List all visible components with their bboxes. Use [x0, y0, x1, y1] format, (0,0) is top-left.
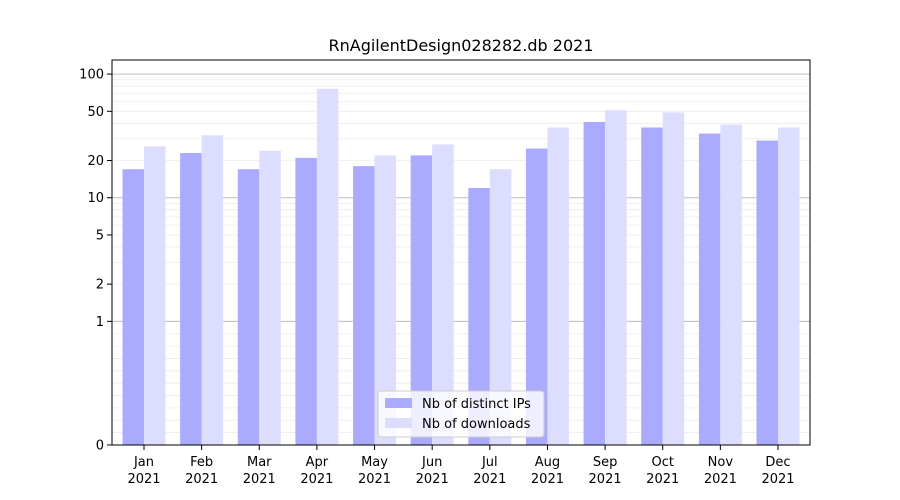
legend-swatch-downloads: [385, 418, 412, 428]
x-axis: Jan 2021 Feb 2021 Mar 2021 Apr 2021 May 2021 Jun 20…: [127, 445, 795, 487]
bar-downloads-jan: [144, 146, 166, 445]
bar-distinct-ips-feb: [180, 153, 202, 445]
x-tick-label-year: 2021: [243, 472, 276, 487]
x-tick-label-month: Apr: [306, 455, 329, 470]
bar-downloads-aug: [547, 127, 569, 446]
bar-distinct-ips-may: [353, 166, 375, 445]
bar-downloads-jul: [489, 169, 512, 445]
x-tick-label-year: 2021: [589, 472, 622, 487]
x-tick-label-month: Jun: [421, 455, 442, 470]
bar-downloads-jun: [432, 144, 454, 445]
y-tick-label: 5: [96, 228, 104, 243]
legend-label-distinct-ips: Nb of distinct IPs: [422, 397, 531, 412]
bar-distinct-ips-mar: [237, 169, 260, 445]
bar-distinct-ips-dec: [756, 140, 778, 445]
x-tick-label-year: 2021: [646, 472, 679, 487]
x-tick-label-year: 2021: [358, 472, 391, 487]
x-tick-label-year: 2021: [416, 472, 449, 487]
y-tick-label: 10: [87, 191, 104, 206]
bar-downloads-dec: [778, 127, 800, 446]
plot-frame: [111, 59, 811, 446]
bar-downloads-sep: [605, 110, 627, 445]
grid-lines: [112, 73, 810, 434]
x-tick-label-year: 2021: [127, 472, 160, 487]
x-tick-label-month: Oct: [651, 455, 673, 470]
x-tick-label-month: Dec: [765, 455, 790, 470]
bar-downloads-nov: [720, 124, 742, 445]
bar-downloads-may: [374, 155, 397, 445]
bar-downloads-apr: [316, 88, 339, 445]
x-tick-label-month: Jan: [133, 455, 154, 470]
bar-distinct-ips-oct: [641, 127, 663, 446]
chart-title: RnAgilentDesign028282.db 2021: [328, 36, 593, 55]
x-tick-label-month: Nov: [708, 455, 734, 470]
y-tick-label: 0: [96, 439, 104, 454]
bar-downloads-mar: [259, 150, 281, 445]
x-tick-label-year: 2021: [531, 472, 564, 487]
x-tick-label-year: 2021: [185, 472, 218, 487]
bar-distinct-ips-aug: [525, 148, 548, 445]
x-tick-label-month: Jul: [481, 455, 498, 470]
y-tick-label: 100: [79, 68, 104, 83]
bar-distinct-ips-sep: [583, 121, 606, 445]
bar-downloads-oct: [662, 112, 685, 446]
bar-distinct-ips-nov: [698, 133, 721, 445]
y-tick-label: 20: [87, 154, 104, 169]
x-tick-label-month: Aug: [535, 455, 560, 470]
y-tick-label: 1: [96, 315, 104, 330]
y-axis: 0 1 2 5 10 20 50 100: [79, 68, 112, 454]
x-tick-label-year: 2021: [473, 472, 506, 487]
y-tick-label: 50: [87, 105, 104, 120]
bar-distinct-ips-jun: [410, 155, 433, 445]
x-tick-label-month: Mar: [247, 455, 272, 470]
x-tick-label-month: Feb: [190, 455, 213, 470]
legend-box: [377, 390, 545, 438]
bar-distinct-ips-jan: [122, 169, 144, 445]
bar-distinct-ips-apr: [295, 157, 317, 446]
x-tick-label-month: Sep: [593, 455, 618, 470]
legend-swatch-distinct-ips: [385, 398, 412, 408]
x-tick-label-month: May: [361, 455, 388, 470]
x-tick-label-year: 2021: [704, 472, 737, 487]
legend: Nb of distinct IPs Nb of downloads: [377, 390, 545, 438]
bars: [122, 88, 800, 446]
legend-label-downloads: Nb of downloads: [422, 417, 531, 432]
y-tick-label: 2: [96, 278, 104, 293]
x-tick-label-year: 2021: [761, 472, 794, 487]
bar-distinct-ips-jul: [468, 187, 490, 445]
x-tick-label-year: 2021: [300, 472, 333, 487]
bar-downloads-feb: [201, 135, 224, 445]
